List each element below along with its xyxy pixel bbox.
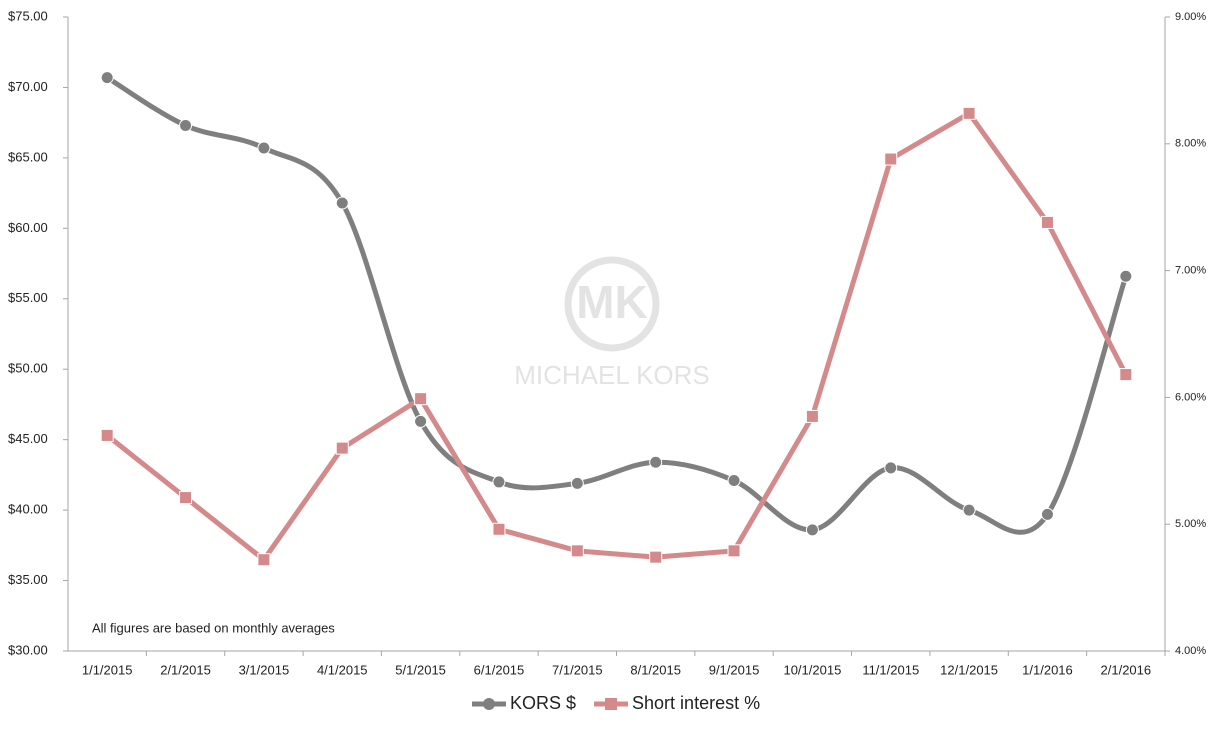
point: [335, 196, 349, 210]
x-tick-label: 1/1/2016: [1022, 662, 1073, 677]
y-tick-label: $75.00: [8, 8, 48, 23]
point: [727, 544, 741, 558]
point: [335, 441, 349, 455]
x-tick-label: 12/1/2015: [940, 662, 998, 677]
y2-tick-label: 5.00%: [1175, 518, 1206, 530]
point: [492, 475, 506, 489]
x-tick-label: 8/1/2015: [630, 662, 681, 677]
x-tick-label: 5/1/2015: [395, 662, 446, 677]
point: [100, 71, 114, 85]
x-tick-label: 6/1/2015: [474, 662, 525, 677]
point: [884, 152, 898, 166]
y-tick-label: $65.00: [8, 149, 48, 164]
y-tick-label: $45.00: [8, 431, 48, 446]
x-tick-label: 1/1/2015: [82, 662, 133, 677]
x-tick-label: 9/1/2015: [709, 662, 760, 677]
y-tick-label: $55.00: [8, 290, 48, 305]
point: [179, 118, 193, 132]
legend-label: KORS $: [510, 693, 576, 713]
y-tick-label: $30.00: [8, 642, 48, 657]
y2-tick-label: 9.00%: [1175, 11, 1206, 23]
y-tick-label: $70.00: [8, 79, 48, 94]
y-tick-label: $35.00: [8, 572, 48, 587]
point: [649, 455, 663, 469]
point: [884, 461, 898, 475]
legend-marker: [483, 698, 495, 710]
point: [1040, 507, 1054, 521]
point: [1119, 269, 1133, 283]
watermark-ring: [564, 256, 660, 352]
y2-tick-label: 4.00%: [1175, 645, 1206, 657]
point: [805, 409, 819, 423]
x-tick-label: 4/1/2015: [317, 662, 368, 677]
point: [570, 544, 584, 558]
y2-tick-label: 7.00%: [1175, 265, 1206, 277]
point: [414, 414, 428, 428]
y2-tick-label: 6.00%: [1175, 391, 1206, 403]
point: [414, 392, 428, 406]
x-tick-label: 11/1/2015: [862, 662, 919, 677]
point: [100, 428, 114, 442]
x-tick-label: 7/1/2015: [552, 662, 603, 677]
point: [257, 141, 271, 155]
legend-marker: [605, 698, 618, 710]
point: [727, 474, 741, 488]
point: [649, 550, 663, 564]
point: [962, 503, 976, 517]
point: [257, 553, 271, 567]
x-tick-label: 3/1/2015: [239, 662, 290, 677]
x-tick-label: 2/1/2015: [160, 662, 211, 677]
y-tick-label: $60.00: [8, 220, 48, 235]
point: [962, 106, 976, 120]
point: [1119, 368, 1133, 382]
y-tick-label: $50.00: [8, 361, 48, 376]
annotation: All figures are based on monthly average…: [92, 620, 335, 635]
point: [570, 476, 584, 490]
legend-label: Short interest %: [632, 693, 760, 713]
point: [179, 491, 193, 505]
watermark-logo: MK: [576, 276, 648, 328]
y-tick-label: $40.00: [8, 502, 48, 517]
x-tick-label: 10/1/2015: [783, 662, 841, 677]
point: [492, 522, 506, 536]
y2-tick-label: 8.00%: [1175, 138, 1206, 150]
point: [1040, 215, 1054, 229]
x-tick-label: 2/1/2016: [1101, 662, 1152, 677]
series-line: [104, 75, 1129, 535]
point: [805, 523, 819, 537]
series-line: [104, 110, 1129, 563]
watermark-text: MICHAEL KORS: [514, 360, 710, 390]
